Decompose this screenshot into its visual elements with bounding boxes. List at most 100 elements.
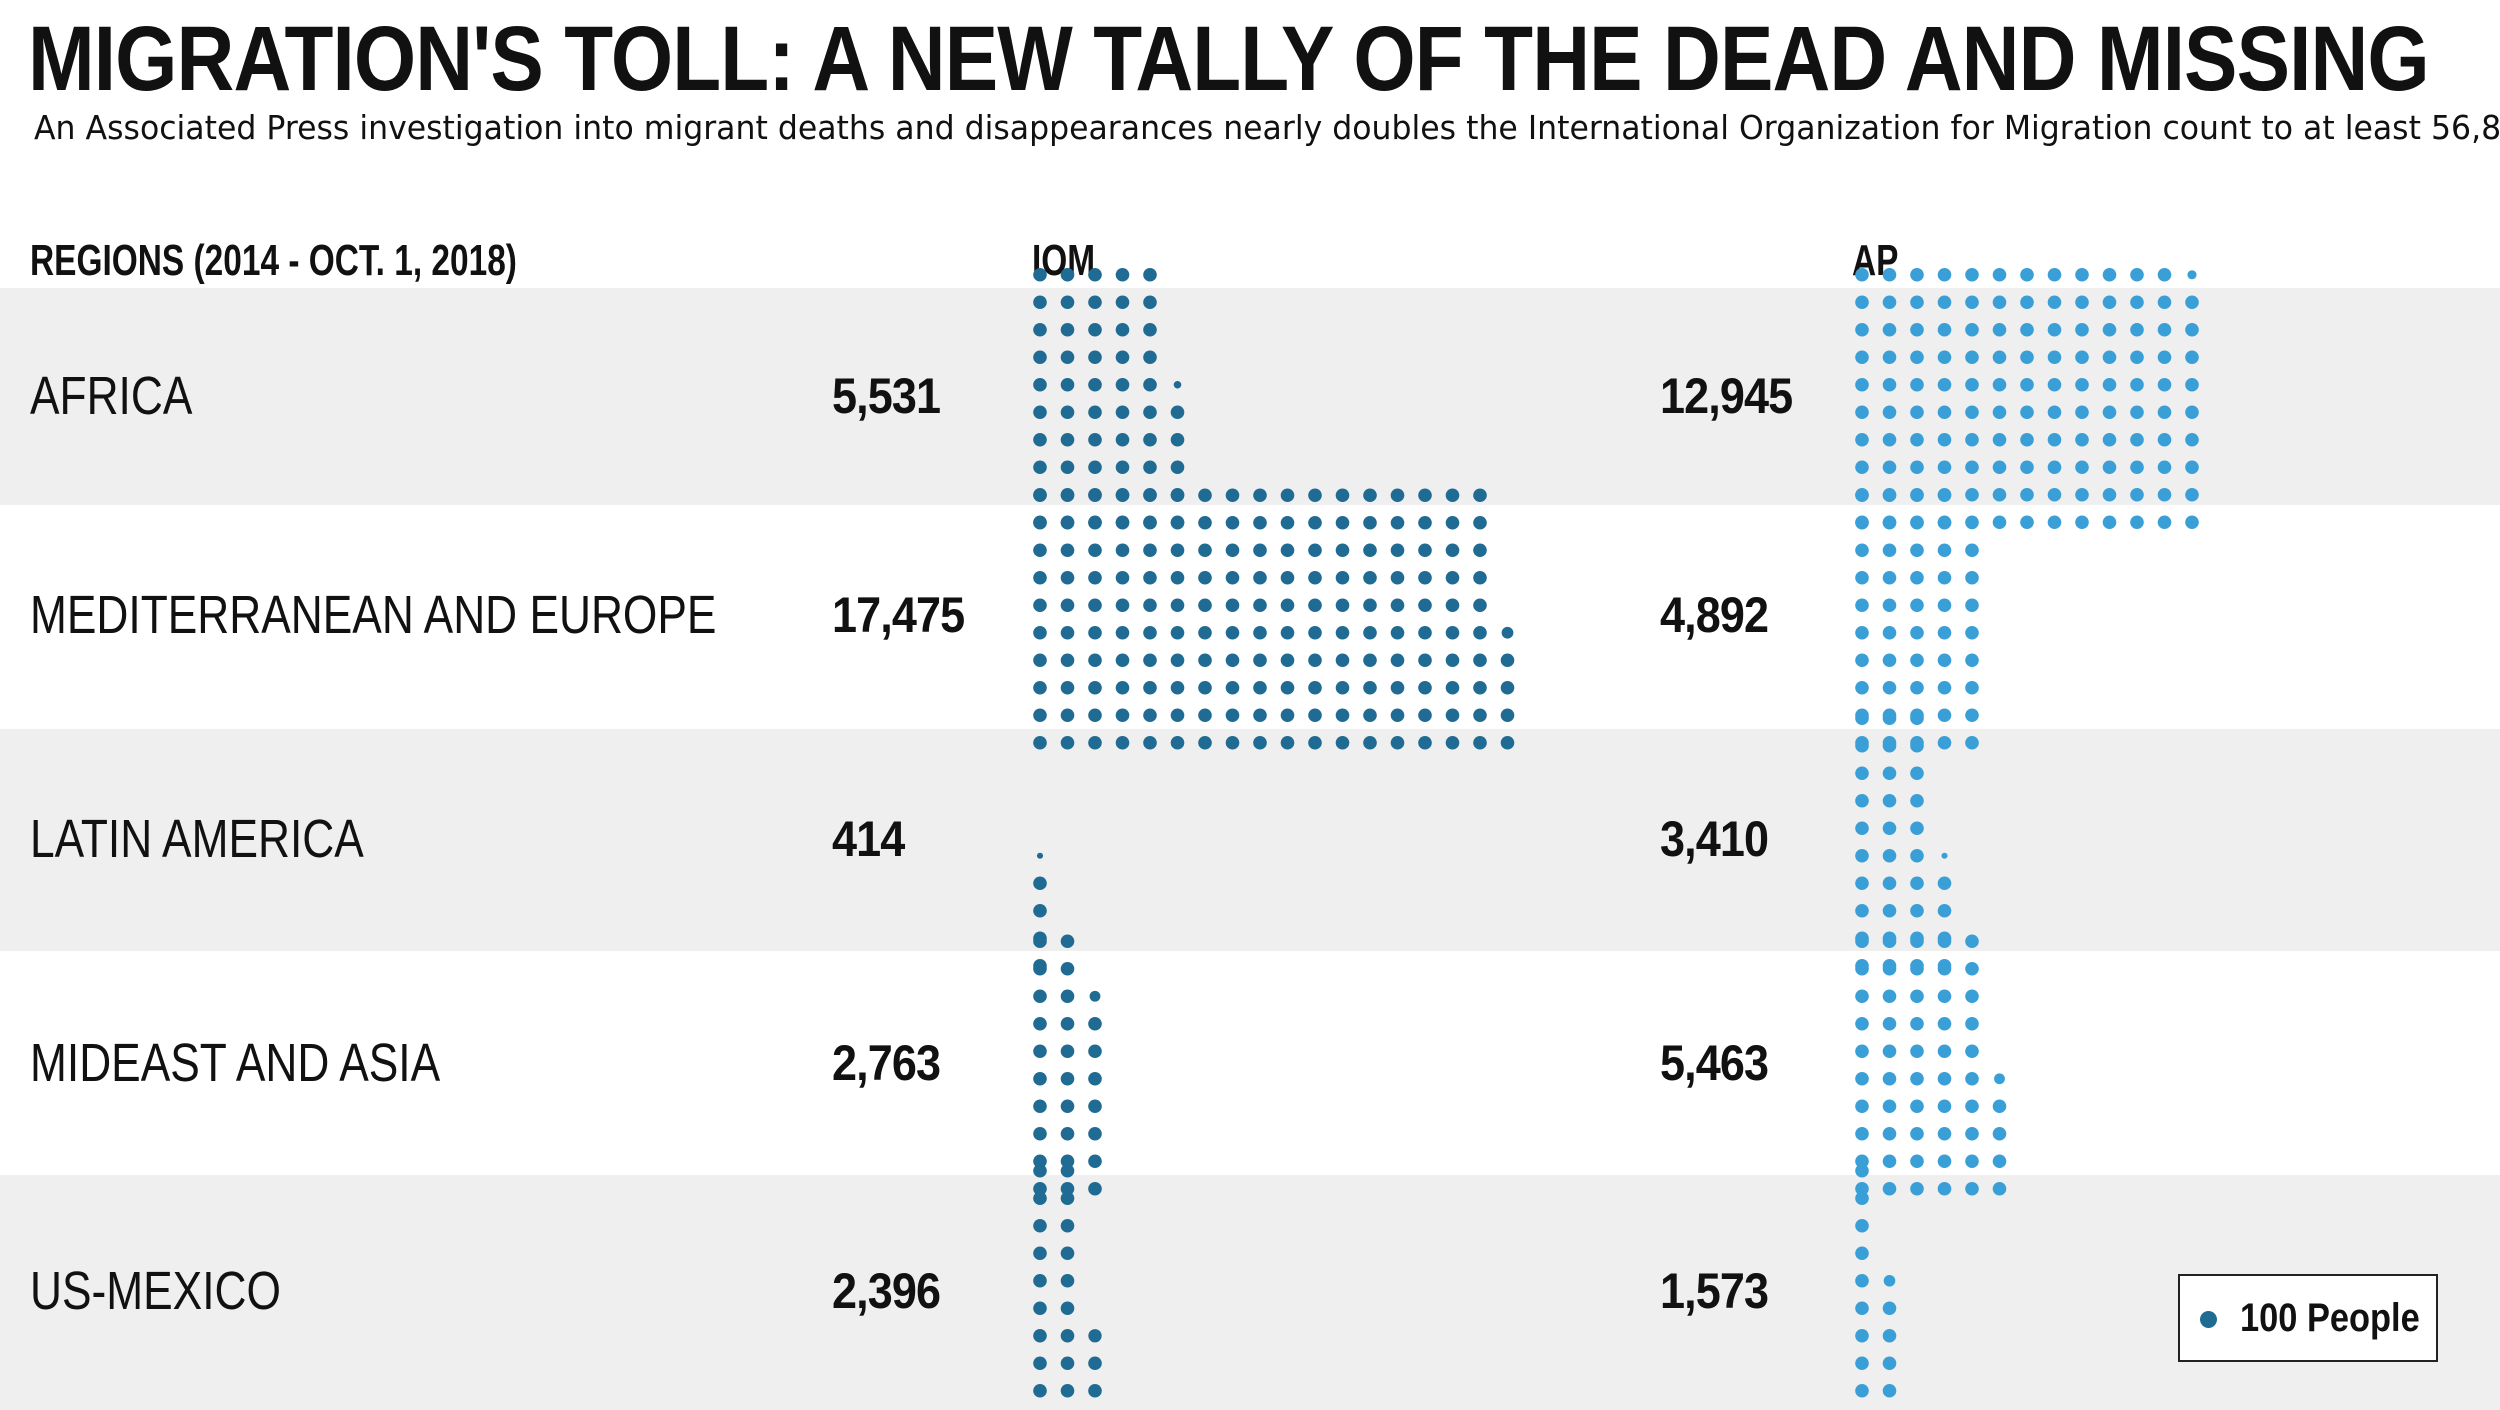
iom-dot-mediterranean-and-europe (1170, 488, 1185, 503)
iom-dot-mediterranean-and-europe (1445, 680, 1460, 695)
ap-dot-mideast-and-asia (1855, 989, 1869, 1004)
ap-dot-mediterranean-and-europe (1965, 543, 1979, 558)
ap-dot-mideast-and-asia (1992, 1126, 2007, 1141)
ap-partial-dot-us-mexico (1883, 1274, 1896, 1287)
ap-dot-africa (1965, 350, 1979, 365)
iom-dot-mediterranean-and-europe (1335, 625, 1350, 640)
ap-dot-latin-america (1882, 876, 1897, 891)
ap-dot-africa (2075, 405, 2089, 420)
ap-value-mediterranean-and-europe: 4,892 (1660, 587, 1769, 643)
iom-dot-mediterranean-and-europe (1198, 543, 1212, 558)
iom-dot-africa (1060, 377, 1075, 392)
ap-dot-mideast-and-asia (1965, 1099, 1979, 1114)
ap-dot-mediterranean-and-europe (1937, 680, 1952, 695)
iom-dot-mediterranean-and-europe (1280, 488, 1295, 503)
ap-dot-africa (1910, 295, 1924, 310)
iom-dot-us-mexico (1060, 1383, 1075, 1398)
iom-dot-mediterranean-and-europe (1033, 735, 1047, 750)
ap-dot-mideast-and-asia (1882, 934, 1897, 949)
iom-dot-mediterranean-and-europe (1225, 488, 1240, 503)
ap-dot-africa (1937, 267, 1952, 282)
ap-dot-africa (1882, 405, 1897, 420)
ap-dot-africa (2047, 377, 2062, 392)
ap-dot-mideast-and-asia (1855, 1099, 1869, 1114)
ap-dot-mediterranean-and-europe (1965, 570, 1979, 585)
iom-dot-mediterranean-and-europe (1308, 598, 1322, 613)
iom-dot-mideast-and-asia (1060, 1181, 1075, 1196)
ap-dot-us-mexico (1855, 1328, 1869, 1343)
ap-dot-africa (1910, 267, 1924, 282)
iom-dot-us-mexico (1060, 1246, 1075, 1261)
ap-dot-mideast-and-asia (1937, 1099, 1952, 1114)
ap-dot-mideast-and-asia (1855, 1181, 1869, 1196)
iom-dot-mediterranean-and-europe (1473, 570, 1487, 585)
iom-dot-africa (1088, 432, 1102, 447)
ap-dot-africa (2157, 350, 2172, 365)
iom-dot-mediterranean-and-europe (1335, 570, 1350, 585)
ap-dot-africa (1855, 350, 1869, 365)
iom-dot-mideast-and-asia (1033, 1099, 1047, 1114)
iom-dot-us-mexico (1088, 1356, 1102, 1371)
iom-dot-mediterranean-and-europe (1060, 708, 1075, 723)
ap-dot-africa (2157, 405, 2172, 420)
iom-dot-us-mexico (1060, 1163, 1075, 1178)
ap-dot-africa (2047, 295, 2062, 310)
ap-dot-africa (2102, 515, 2117, 530)
iom-dot-mediterranean-and-europe (1225, 653, 1240, 668)
ap-dot-africa (2102, 322, 2117, 337)
ap-dot-africa (2020, 432, 2034, 447)
iom-dot-mediterranean-and-europe (1060, 735, 1075, 750)
ap-dot-africa (1855, 322, 1869, 337)
ap-dot-africa (1937, 405, 1952, 420)
ap-dot-africa (2047, 487, 2062, 502)
iom-dot-mediterranean-and-europe (1033, 598, 1047, 613)
ap-dot-mideast-and-asia (1910, 989, 1924, 1004)
iom-dot-mediterranean-and-europe (1280, 543, 1295, 558)
ap-dot-africa (1882, 267, 1897, 282)
ap-dot-mediterranean-and-europe (1965, 598, 1979, 613)
iom-dot-mediterranean-and-europe (1418, 735, 1432, 750)
ap-dot-africa (1937, 295, 1952, 310)
iom-dot-africa (1170, 432, 1185, 447)
iom-dot-mediterranean-and-europe (1143, 735, 1157, 750)
iom-dot-mediterranean-and-europe (1225, 543, 1240, 558)
iom-dot-mediterranean-and-europe (1033, 543, 1047, 558)
iom-dot-mediterranean-and-europe (1335, 515, 1350, 530)
ap-dot-africa (1992, 432, 2007, 447)
iom-dot-mediterranean-and-europe (1170, 598, 1185, 613)
legend-label: 100 People (2240, 1296, 2420, 1340)
ap-dot-africa (2130, 350, 2144, 365)
ap-dot-africa (1855, 377, 1869, 392)
ap-dot-mediterranean-and-europe (1937, 598, 1952, 613)
ap-dot-mideast-and-asia (1937, 989, 1952, 1004)
iom-dot-mediterranean-and-europe (1308, 488, 1322, 503)
iom-dot-mediterranean-and-europe (1198, 598, 1212, 613)
ap-dot-latin-america (1882, 848, 1897, 863)
ap-dot-latin-america (1910, 738, 1924, 753)
ap-dot-latin-america (1855, 766, 1869, 781)
iom-dot-mediterranean-and-europe (1418, 543, 1432, 558)
iom-dot-mediterranean-and-europe (1445, 625, 1460, 640)
ap-dot-mediterranean-and-europe (1937, 735, 1952, 750)
ap-dot-mideast-and-asia (1937, 1044, 1952, 1059)
iom-dot-africa (1060, 267, 1075, 282)
iom-dot-us-mexico (1060, 1191, 1075, 1206)
ap-dot-latin-america (1910, 876, 1924, 891)
ap-dot-africa (2020, 295, 2034, 310)
iom-dot-mediterranean-and-europe (1280, 598, 1295, 613)
iom-dot-africa (1060, 295, 1075, 310)
iom-dot-mediterranean-and-europe (1198, 625, 1212, 640)
iom-dot-mediterranean-and-europe (1088, 625, 1102, 640)
iom-dot-mediterranean-and-europe (1115, 488, 1130, 503)
iom-dot-africa (1115, 405, 1130, 420)
iom-dot-mediterranean-and-europe (1115, 735, 1130, 750)
ap-dot-africa (1910, 405, 1924, 420)
iom-dot-africa (1033, 350, 1047, 365)
ap-dot-mideast-and-asia (1855, 1071, 1869, 1086)
iom-dot-mideast-and-asia (1033, 989, 1047, 1004)
iom-dot-mediterranean-and-europe (1225, 570, 1240, 585)
iom-dot-mideast-and-asia (1060, 1071, 1075, 1086)
iom-dot-africa (1033, 322, 1047, 337)
ap-dot-africa (2157, 460, 2172, 475)
iom-dot-africa (1143, 377, 1157, 392)
